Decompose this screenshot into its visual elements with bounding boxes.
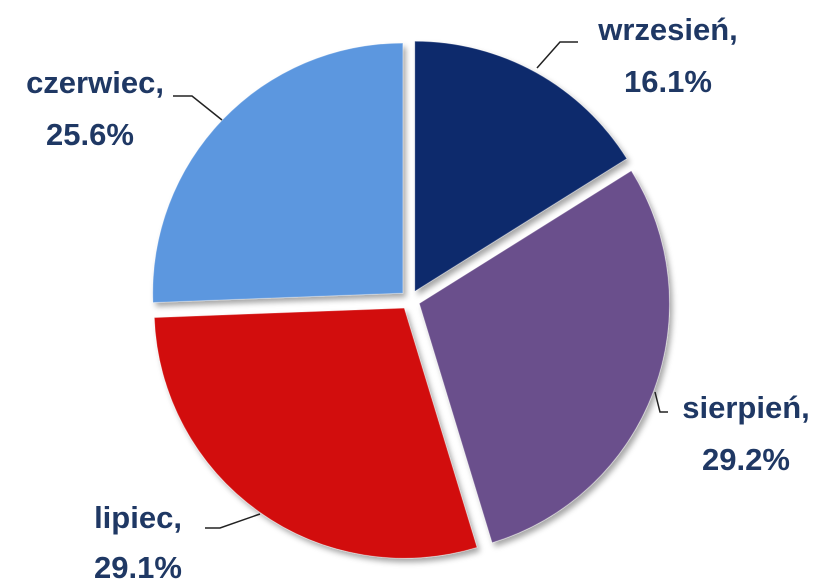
value-label: 29.2% xyxy=(702,442,790,477)
value-label: 25.6% xyxy=(46,117,134,152)
leader-line xyxy=(536,41,578,69)
leader-line xyxy=(205,513,261,529)
category-label: lipiec, xyxy=(94,500,182,535)
pie-slice xyxy=(152,42,404,304)
pie-slice xyxy=(414,40,628,293)
leader-line xyxy=(654,391,668,413)
pie-slice xyxy=(418,170,670,544)
category-label: sierpień, xyxy=(682,390,810,425)
value-label: 16.1% xyxy=(624,64,712,99)
category-label: czerwiec, xyxy=(26,65,164,100)
pie-slice xyxy=(153,307,478,559)
category-label: wrzesień, xyxy=(597,12,738,47)
value-label: 29.1% xyxy=(94,550,182,585)
leader-line xyxy=(173,95,223,121)
